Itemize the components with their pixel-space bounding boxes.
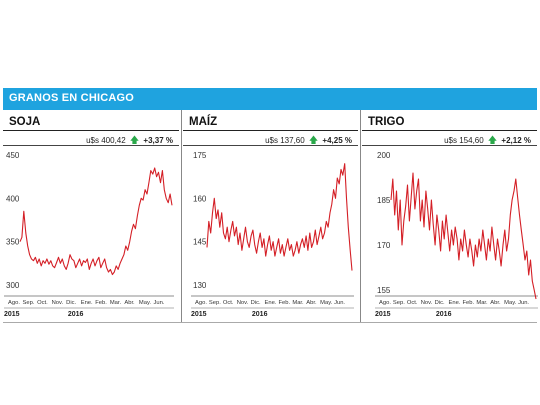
y-tick-label: 160: [193, 194, 207, 203]
x-tick-label: Oct.: [223, 300, 234, 306]
price-change: +2,12 %: [501, 136, 531, 145]
panel-separator: [360, 110, 361, 322]
up-arrow-icon: 🡅: [308, 135, 319, 145]
x-tick-label: Sep.: [209, 300, 221, 306]
y-tick-label: 155: [377, 286, 391, 295]
x-tick-label: Abr.: [490, 300, 501, 306]
panel-divider: [362, 145, 537, 146]
series-line: [19, 167, 173, 276]
panel-maiz: MAÍZ u$s 137,60 🡅 +4,25 %: [183, 110, 358, 320]
x-tick-label: Abr.: [306, 300, 317, 306]
y-tick-label: 175: [193, 151, 207, 160]
x-tick-label: Nov.: [421, 300, 433, 306]
y-tick-label: 450: [6, 151, 20, 160]
x-tick-label: Feb.: [278, 300, 290, 306]
x-tick-label: Jun.: [518, 300, 529, 306]
x-tick-label: Jun.: [153, 300, 164, 306]
price-change: +3,37 %: [143, 136, 173, 145]
y-tick-label: 300: [6, 281, 20, 290]
up-arrow-icon: 🡅: [487, 135, 498, 145]
x-tick-label: May.: [139, 300, 152, 306]
y-tick-label: 350: [6, 238, 20, 247]
panel-divider: [183, 145, 358, 146]
x-tick-label: Ene.: [265, 300, 277, 306]
x-tick-label: Ago.: [195, 300, 207, 306]
x-tick-label: Mar.: [292, 300, 304, 306]
panel-title: MAÍZ: [189, 116, 218, 128]
year-label: 2015: [4, 311, 20, 318]
bottom-rule: [3, 322, 537, 323]
panel-soja: SOJA u$s 400,42 🡅 +3,37 %: [3, 110, 179, 320]
year-label: 2016: [68, 311, 84, 318]
panel-divider: [3, 130, 179, 131]
y-tick-label: 145: [193, 238, 207, 247]
up-arrow-icon: 🡅: [129, 135, 140, 145]
x-tick-label: Abr.: [124, 300, 135, 306]
x-tick-label: Ene.: [449, 300, 461, 306]
x-tick-label: Ago.: [379, 300, 391, 306]
x-tick-label: Nov.: [52, 300, 64, 306]
price-row: u$s 137,60 🡅 +4,25 %: [265, 133, 352, 149]
x-tick-label: May.: [504, 300, 517, 306]
x-tick-label: Oct.: [37, 300, 48, 306]
x-tick-label: Ene.: [81, 300, 93, 306]
section-header: GRANOS EN CHICAGO: [3, 88, 537, 110]
price-row: u$s 154,60 🡅 +2,12 %: [444, 133, 531, 149]
x-tick-label: Feb.: [95, 300, 107, 306]
year-label: 2016: [436, 311, 452, 318]
price-value: u$s 400,42: [86, 136, 126, 145]
panel-divider: [183, 130, 358, 131]
x-tick-label: Jun.: [334, 300, 345, 306]
x-tick-label: Mar.: [110, 300, 122, 306]
year-label: 2015: [375, 311, 391, 318]
price-row: u$s 400,42 🡅 +3,37 %: [86, 133, 173, 149]
series-line: [206, 163, 353, 271]
x-tick-label: May.: [320, 300, 333, 306]
series-line: [390, 172, 537, 300]
section-title: GRANOS EN CHICAGO: [9, 92, 135, 104]
y-tick-label: 130: [193, 281, 207, 290]
x-tick-label: Feb.: [462, 300, 474, 306]
year-label: 2015: [191, 311, 207, 318]
panel-separator: [181, 110, 182, 322]
x-tick-label: Dic.: [435, 300, 445, 306]
panel-trigo: TRIGO u$s 154,60 🡅 +2,12 %: [362, 110, 537, 320]
x-tick-label: Mar.: [476, 300, 488, 306]
x-tick-label: Dic.: [251, 300, 261, 306]
x-tick-label: Ago.: [8, 300, 20, 306]
y-tick-label: 185: [377, 196, 391, 205]
y-tick-label: 200: [377, 151, 391, 160]
panel-title: SOJA: [9, 116, 41, 128]
x-tick-label: Nov.: [237, 300, 249, 306]
panel-divider: [3, 145, 179, 146]
panel-title: TRIGO: [368, 116, 405, 128]
y-tick-label: 170: [377, 241, 391, 250]
price-value: u$s 154,60: [444, 136, 484, 145]
x-tick-label: Dic.: [66, 300, 76, 306]
x-tick-label: Sep.: [23, 300, 35, 306]
x-tick-label: Sep.: [393, 300, 405, 306]
price-value: u$s 137,60: [265, 136, 305, 145]
x-tick-label: Oct.: [407, 300, 418, 306]
panel-divider: [362, 130, 537, 131]
year-label: 2016: [252, 311, 268, 318]
price-change: +4,25 %: [322, 136, 352, 145]
y-tick-label: 400: [6, 194, 20, 203]
